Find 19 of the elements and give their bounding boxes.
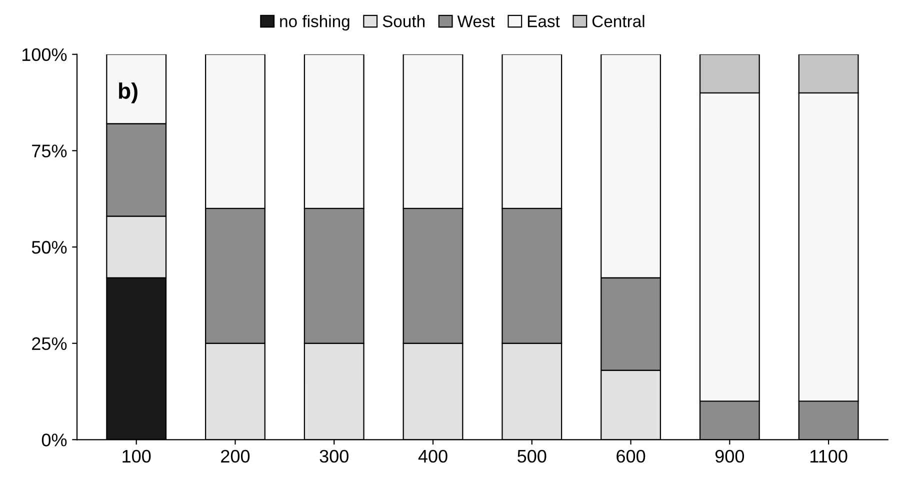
x-tick-label: 900 (715, 450, 744, 463)
legend-label: West (457, 16, 495, 28)
annotation: b) (119, 82, 138, 104)
x-tick-label: 300 (320, 450, 348, 463)
legend-label: South (382, 15, 424, 28)
x-tick-label: 1100 (810, 450, 848, 463)
legend-label: no fishing (280, 15, 350, 31)
y-tick-label: 75% (32, 144, 67, 158)
x-tick-label: 200 (221, 450, 250, 463)
legend-label: East (528, 16, 560, 28)
x-tick-label: 100 (122, 450, 151, 463)
x-tick-label: 400 (418, 450, 448, 463)
x-tick-label: 600 (616, 450, 646, 463)
y-tick-label: 50% (32, 240, 67, 254)
y-tick-label: 0% (42, 434, 67, 446)
y-tick-label: 25% (32, 337, 67, 350)
legend-label: Central (592, 15, 644, 28)
x-tick-label: 500 (518, 450, 546, 463)
y-tick-label: 100% (22, 48, 67, 62)
